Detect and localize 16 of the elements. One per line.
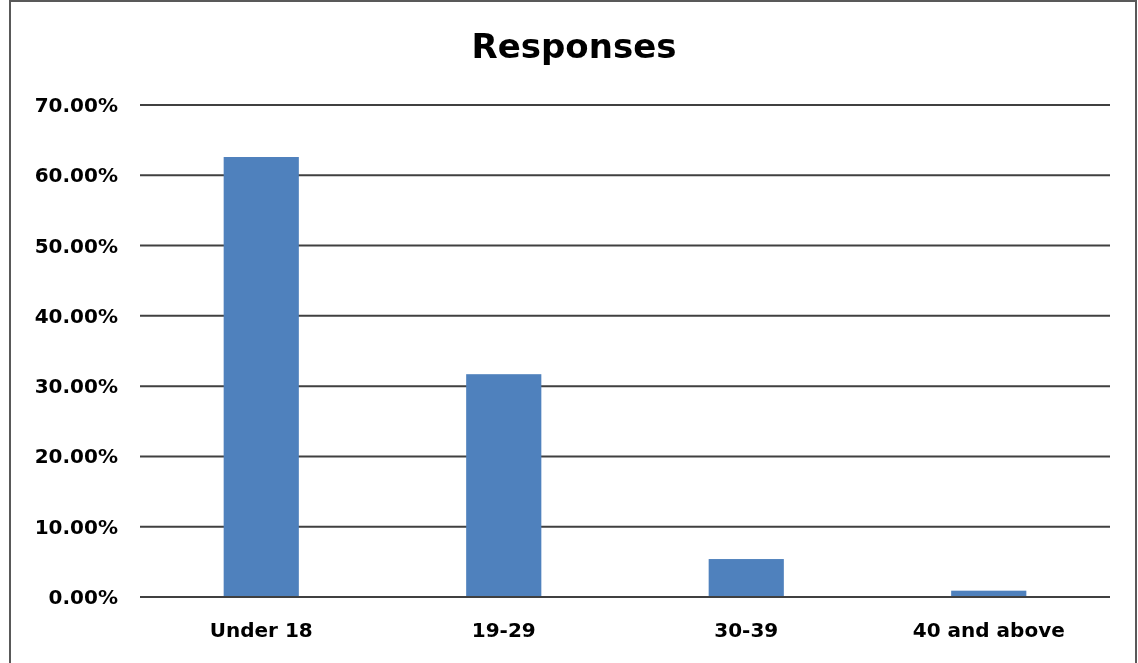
y-tick-label: 70.00% (34, 93, 118, 117)
x-tick-label: 19-29 (471, 618, 536, 642)
x-tick-label: 40 and above (912, 618, 1065, 642)
bar (223, 157, 299, 597)
y-tick-label: 0.00% (48, 585, 118, 609)
y-tick-label: 20.00% (34, 444, 118, 469)
bar (708, 559, 784, 597)
y-tick-label: 60.00% (34, 163, 118, 188)
y-tick-label: 50.00% (34, 233, 118, 258)
y-tick-label: 10.00% (34, 514, 118, 539)
y-tick-label: 30.00% (34, 374, 118, 399)
chart-title: Responses (471, 26, 677, 66)
bar (466, 374, 542, 597)
y-tick-label: 40.00% (34, 303, 118, 328)
x-tick-label: Under 18 (209, 618, 313, 642)
x-tick-label: 30-39 (714, 618, 779, 642)
